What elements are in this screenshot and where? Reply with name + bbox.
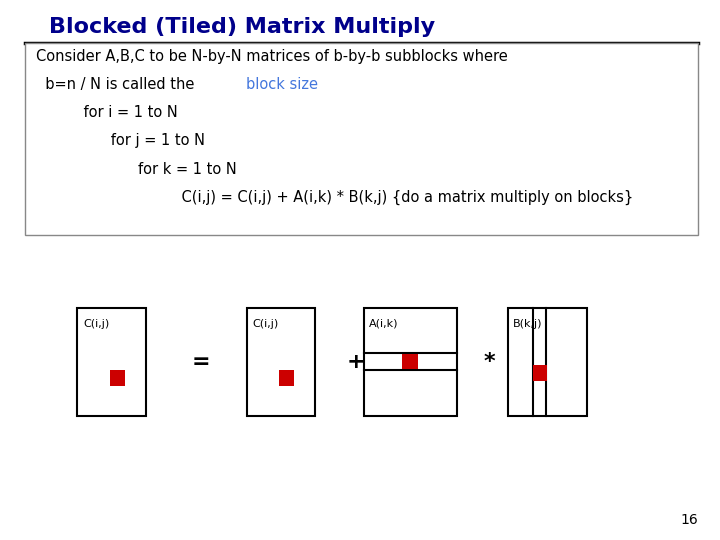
Text: b=n / N is called the: b=n / N is called the (36, 77, 199, 92)
Bar (402, 354, 418, 369)
Bar (279, 370, 294, 386)
Text: +: + (347, 352, 366, 372)
Bar (508, 308, 587, 416)
Text: for j = 1 to N: for j = 1 to N (83, 133, 204, 148)
Text: for k = 1 to N: for k = 1 to N (101, 161, 237, 177)
Bar (533, 364, 547, 381)
Text: *: * (484, 352, 495, 372)
Text: 16: 16 (680, 512, 698, 526)
Text: block size: block size (246, 77, 318, 92)
Text: C(i,j): C(i,j) (253, 319, 279, 329)
Bar (246, 308, 315, 416)
Text: C(i,j) = C(i,j) + A(i,k) * B(k,j) {do a matrix multiply on blocks}: C(i,j) = C(i,j) + A(i,k) * B(k,j) {do a … (126, 190, 634, 205)
Text: =: = (192, 352, 210, 372)
Text: Blocked (Tiled) Matrix Multiply: Blocked (Tiled) Matrix Multiply (49, 17, 435, 37)
Bar (78, 308, 145, 416)
Bar (364, 308, 457, 416)
Text: A(i,k): A(i,k) (369, 319, 399, 329)
Text: C(i,j): C(i,j) (84, 319, 109, 329)
Text: B(k,j): B(k,j) (513, 319, 543, 329)
Bar (110, 370, 125, 386)
Text: Consider A,B,C to be N-by-N matrices of b-by-b subblocks where: Consider A,B,C to be N-by-N matrices of … (36, 49, 508, 64)
Text: for i = 1 to N: for i = 1 to N (65, 105, 178, 120)
Bar (25, 43, 698, 235)
